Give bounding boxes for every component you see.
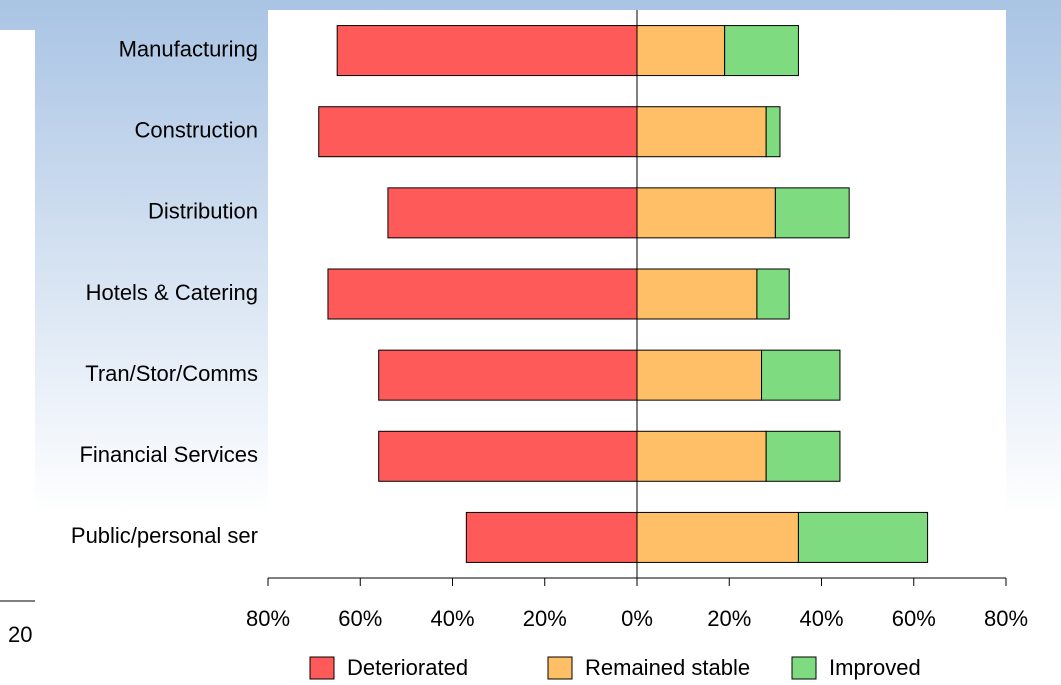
slide-number: 20 xyxy=(8,622,32,647)
category-label: Financial Services xyxy=(79,442,258,467)
bar-segment xyxy=(636,187,776,239)
x-tick-label: 20% xyxy=(707,606,751,631)
left-panel xyxy=(0,30,35,600)
x-tick-label: 60% xyxy=(892,606,936,631)
legend-swatch xyxy=(791,656,817,680)
x-tick-label: 80% xyxy=(246,606,290,631)
bar-segment xyxy=(636,106,767,158)
category-label: Distribution xyxy=(148,199,258,224)
category-label: Public/personal ser xyxy=(71,523,258,548)
x-tick-label: 60% xyxy=(338,606,382,631)
x-tick-label: 80% xyxy=(984,606,1028,631)
bar-segment xyxy=(378,349,638,401)
category-label: Construction xyxy=(134,118,258,143)
bar-segment xyxy=(765,106,781,158)
bar-segment xyxy=(327,268,638,320)
bar-segment xyxy=(756,268,790,320)
bar-segment xyxy=(761,349,841,401)
category-label: Manufacturing xyxy=(119,36,258,61)
x-tick-label: 40% xyxy=(799,606,843,631)
x-tick-label: 20% xyxy=(523,606,567,631)
bar-segment xyxy=(724,25,799,77)
bar-segment xyxy=(465,511,638,563)
legend-label: Deteriorated xyxy=(347,655,468,680)
bar-segment xyxy=(318,106,638,158)
category-label: Tran/Stor/Comms xyxy=(85,361,258,386)
category-label: Hotels & Catering xyxy=(86,280,258,305)
bar-segment xyxy=(387,187,638,239)
bar-segment xyxy=(636,25,726,77)
bar-segment xyxy=(636,511,799,563)
bar-segment xyxy=(336,25,638,77)
bar-segment xyxy=(636,268,758,320)
legend-label: Remained stable xyxy=(585,655,750,680)
legend-swatch xyxy=(547,656,573,680)
bar-segment xyxy=(797,511,929,563)
legend-label: Improved xyxy=(829,655,921,680)
bar-segment xyxy=(636,430,767,482)
bar-segment xyxy=(378,430,638,482)
bar-segment xyxy=(636,349,763,401)
bar-segment xyxy=(774,187,850,239)
x-tick-label: 40% xyxy=(430,606,474,631)
x-tick-label: 0% xyxy=(621,606,653,631)
bar-segment xyxy=(765,430,841,482)
legend-swatch xyxy=(309,656,335,680)
